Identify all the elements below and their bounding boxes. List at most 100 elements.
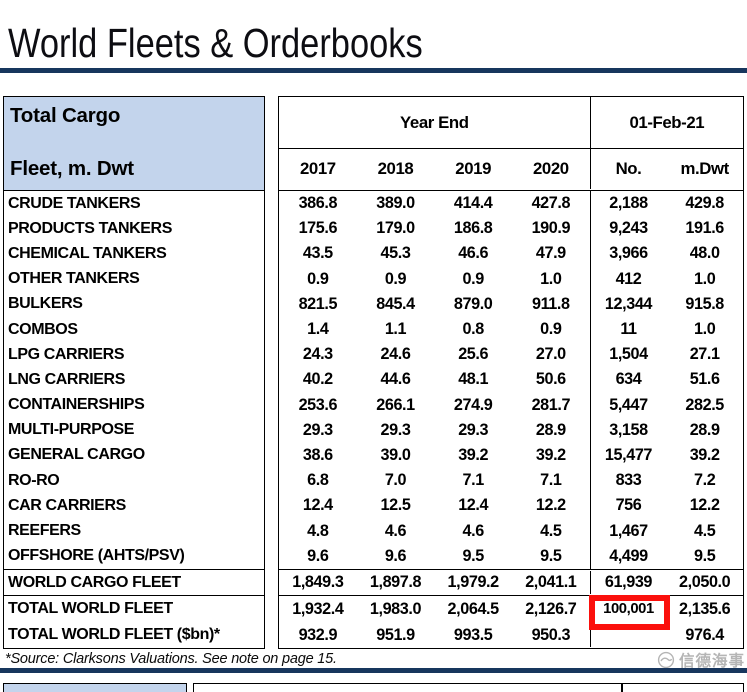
cell-value: 845.4 [376, 294, 415, 313]
cell-value: 1.0 [694, 320, 716, 339]
total-values-section: 1,932.4 1,983.0 2,064.5 2,126.7 100,001 … [279, 595, 743, 648]
column-header-2019: 2019 [455, 159, 492, 179]
world-cargo-values-section: 1,849.3 1,897.8 1,979.2 2,041.1 61,939 2… [279, 569, 743, 596]
table-row: 0.9 0.9 0.9 1.0 412 1.0 [279, 266, 743, 292]
cell-value: 9,243 [589, 216, 667, 242]
cell-value: 756 [589, 493, 667, 519]
total-label-section: TOTAL WORLD FLEET TOTAL WORLD FLEET ($bn… [4, 596, 264, 648]
column-header-2018: 2018 [377, 159, 414, 179]
cell-value: 414.4 [453, 194, 493, 213]
cell-value: 274.9 [453, 395, 493, 414]
cell-value: 7.2 [694, 471, 716, 490]
cell-value: 951.9 [376, 625, 415, 644]
cell-value: 0.9 [540, 320, 562, 339]
next-table-corner-cell [3, 683, 187, 692]
watermark-logo-icon [657, 651, 675, 669]
cell-value: 821.5 [298, 294, 338, 313]
cell-value: 1,983.0 [369, 599, 422, 618]
cell-value: 29.3 [302, 420, 333, 439]
table-row: 253.6 266.1 274.9 281.7 5,447 282.5 [279, 392, 743, 418]
cell-value: 1.0 [694, 269, 716, 288]
cell-value: 24.6 [380, 345, 411, 364]
cell-value: 1,897.8 [369, 573, 422, 591]
cell-value: 0.9 [384, 269, 407, 288]
cell-value: 4.5 [540, 521, 562, 540]
page-title: World Fleets & Orderbooks [8, 20, 423, 66]
cell-value: 932.9 [298, 625, 338, 644]
cell-value: 12.2 [535, 496, 566, 515]
group-header-row: Year End 01-Feb-21 [279, 97, 743, 149]
snapshot-date-header: 01-Feb-21 [589, 97, 743, 148]
cell-value: 1,979.2 [447, 573, 500, 591]
row-label: WORLD CARGO FLEET [8, 573, 181, 591]
table-row: 386.8 389.0 414.4 427.8 2,188 429.8 [279, 191, 743, 217]
cell-value: 950.3 [531, 625, 571, 644]
cell-value: 28.9 [535, 420, 566, 439]
cell-value: 427.8 [531, 194, 571, 213]
cell-value: 4.8 [307, 521, 329, 540]
watermark-text: 信德海事 [678, 653, 745, 670]
cell-value: 9.5 [694, 546, 716, 565]
row-label: CONTAINERSHIPS [8, 396, 145, 414]
cell-value: 0.9 [307, 269, 329, 288]
table-row: 175.6 179.0 186.8 190.9 9,243 191.6 [279, 216, 743, 242]
cell-value: 0.9 [462, 269, 485, 288]
cell-value: 3,966 [589, 241, 667, 267]
cell-value: 634 [589, 367, 667, 393]
highlighted-cell: 100,001 [588, 595, 671, 630]
row-label: CHEMICAL TANKERS [8, 244, 167, 262]
cell-value: 38.6 [302, 445, 333, 464]
table-row: 1.4 1.1 0.8 0.9 11 1.0 [279, 316, 743, 343]
cell-value: 429.8 [685, 194, 724, 213]
cell-value: 48.1 [458, 370, 489, 389]
cell-value: 191.6 [685, 219, 724, 238]
cell-value: 281.7 [531, 395, 571, 414]
cell-value: 2,135.6 [679, 599, 731, 618]
table-corner-cell: Total Cargo Fleet, m. Dwt [4, 97, 264, 191]
column-header-no: No. [589, 149, 667, 190]
cell-value: 39.0 [380, 445, 411, 464]
cell-value: 186.8 [453, 219, 493, 238]
cell-value: 12.5 [380, 496, 411, 515]
row-label: REEFERS [8, 522, 81, 540]
cell-value: 976.4 [685, 625, 724, 644]
next-table-data-box [193, 683, 744, 692]
cell-value: 4.5 [694, 521, 716, 540]
cell-value: 46.6 [458, 244, 489, 263]
cell-value: 39.2 [535, 445, 566, 464]
cell-value: 51.6 [689, 370, 720, 389]
cell-value: 915.8 [685, 294, 724, 313]
cell-value: 12.4 [458, 496, 489, 515]
row-label: TOTAL WORLD FLEET ($bn)* [8, 626, 220, 643]
cell-value: 4.6 [462, 521, 485, 540]
table-header: Year End 01-Feb-21 2017 2018 2019 2020 N… [279, 97, 743, 191]
cell-value: 179.0 [376, 219, 415, 238]
row-label: LPG CARRIERS [8, 345, 125, 363]
data-column-box: Year End 01-Feb-21 2017 2018 2019 2020 N… [278, 96, 744, 649]
column-header-mdwt: m.Dwt [680, 159, 729, 179]
cell-value: 911.8 [532, 294, 570, 313]
row-label: GENERAL CARGO [8, 446, 145, 464]
fleet-table: Total Cargo Fleet, m. Dwt CRUDE TANKERS P… [3, 96, 744, 649]
row-value-grid: 386.8 389.0 414.4 427.8 2,188 429.8 175.6 179.0… [279, 191, 743, 569]
row-label: COMBOS [8, 320, 78, 338]
cell-value: 9.6 [307, 546, 329, 565]
column-header-row: 2017 2018 2019 2020 No. m.Dwt [279, 149, 743, 190]
total-fleet-bn-values-row: 932.9 951.9 993.5 950.3 976.4 [279, 623, 743, 647]
cell-value: 12.2 [689, 496, 720, 515]
total-fleet-values-row: 1,932.4 1,983.0 2,064.5 2,126.7 100,001 … [279, 595, 743, 630]
cell-value: 29.3 [458, 420, 489, 439]
cell-value: 45.3 [380, 244, 411, 263]
table-row: 821.5 845.4 879.0 911.8 12,344 915.8 [279, 291, 743, 317]
table-row: 38.6 39.0 39.2 39.2 15,477 39.2 [279, 442, 743, 469]
cell-value: 25.6 [458, 345, 489, 364]
row-label: CAR CARRIERS [8, 496, 126, 514]
cell-value: 879.0 [453, 294, 493, 313]
cell-value: 833 [589, 468, 667, 494]
cell-value: 11 [589, 316, 667, 343]
cell-value: 1,467 [589, 518, 667, 544]
cell-value: 29.3 [380, 420, 411, 439]
row-label: BULKERS [8, 295, 83, 313]
cell-value: 39.2 [689, 445, 720, 464]
